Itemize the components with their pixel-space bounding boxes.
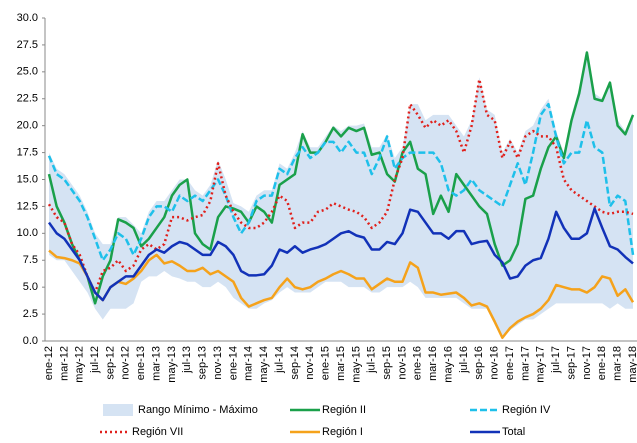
legend-label: Total — [502, 426, 525, 438]
y-tick-label: 10.0 — [17, 227, 38, 239]
x-tick-label: may-15 — [350, 346, 362, 383]
x-tick-label: ene-16 — [412, 346, 424, 380]
legend-label: Región VII — [132, 426, 183, 438]
x-tick-label: jul-13 — [181, 346, 193, 374]
y-tick-label: 25.0 — [17, 66, 38, 78]
x-tick-label: nov-13 — [212, 346, 224, 380]
x-tick-label: jul-15 — [366, 346, 378, 374]
x-tick-label: nov-15 — [396, 346, 408, 380]
series-line — [47, 51, 635, 305]
y-tick-label: 30.0 — [17, 12, 38, 24]
x-tick-label: jul-14 — [273, 346, 285, 374]
legend-swatch — [103, 404, 133, 416]
y-tick-label: 20.0 — [17, 120, 38, 132]
x-tick-label: jul-12 — [89, 346, 101, 374]
y-tick-label: 7.5 — [23, 254, 38, 266]
x-tick-label: sep-17 — [565, 346, 577, 380]
range-band — [49, 50, 633, 339]
x-tick-label: nov-12 — [120, 346, 132, 380]
x-tick-label: sep-13 — [197, 346, 209, 380]
x-tick-label: ene-14 — [227, 346, 239, 380]
x-tick-label: jul-16 — [458, 346, 470, 374]
series-line — [47, 102, 635, 262]
legend-label: Región IV — [502, 404, 551, 416]
y-tick-label: 15.0 — [17, 173, 38, 185]
series-line — [48, 249, 635, 340]
y-tick-label: 22.5 — [17, 93, 38, 105]
x-tick-label: may-18 — [627, 346, 637, 383]
series-line — [47, 207, 634, 302]
y-tick-label: 17.5 — [17, 146, 38, 158]
y-tick-label: 2.5 — [23, 308, 38, 320]
x-tick-label: mar-17 — [519, 346, 531, 381]
x-tick-label: sep-14 — [289, 346, 301, 380]
x-tick-label: ene-17 — [504, 346, 516, 380]
x-tick-label: ene-13 — [135, 346, 147, 380]
x-tick-label: nov-17 — [581, 346, 593, 380]
x-tick-label: nov-16 — [489, 346, 501, 380]
legend-label: Rango Mínimo - Máximo — [138, 404, 258, 416]
x-tick-label: mar-12 — [58, 346, 70, 381]
x-tick-label: mar-14 — [243, 346, 255, 381]
legend-label: Región I — [322, 426, 363, 438]
x-tick-label: mar-16 — [427, 346, 439, 381]
x-tick-label: sep-15 — [381, 346, 393, 380]
x-tick-label: mar-15 — [335, 346, 347, 381]
y-tick-label: 27.5 — [17, 39, 38, 51]
legend-label: Región II — [322, 404, 366, 416]
x-tick-label: jul-17 — [550, 346, 562, 374]
x-tick-label: ene-15 — [320, 346, 332, 380]
x-tick-label: nov-14 — [304, 346, 316, 380]
y-tick-label: 5.0 — [23, 281, 38, 293]
x-tick-label: sep-16 — [473, 346, 485, 380]
x-tick-label: sep-12 — [104, 346, 116, 380]
x-tick-label: mar-18 — [612, 346, 624, 381]
y-tick-label: 0.0 — [23, 335, 38, 347]
x-tick-label: ene-18 — [596, 346, 608, 380]
y-tick-label: 12.5 — [17, 200, 38, 212]
x-tick-label: may-13 — [166, 346, 178, 383]
x-tick-label: ene-12 — [43, 346, 55, 380]
x-tick-label: may-16 — [442, 346, 454, 383]
x-tick-label: may-14 — [258, 346, 270, 383]
x-tick-label: may-17 — [535, 346, 547, 383]
x-tick-label: may-12 — [74, 346, 86, 383]
x-tick-label: mar-13 — [150, 346, 162, 381]
